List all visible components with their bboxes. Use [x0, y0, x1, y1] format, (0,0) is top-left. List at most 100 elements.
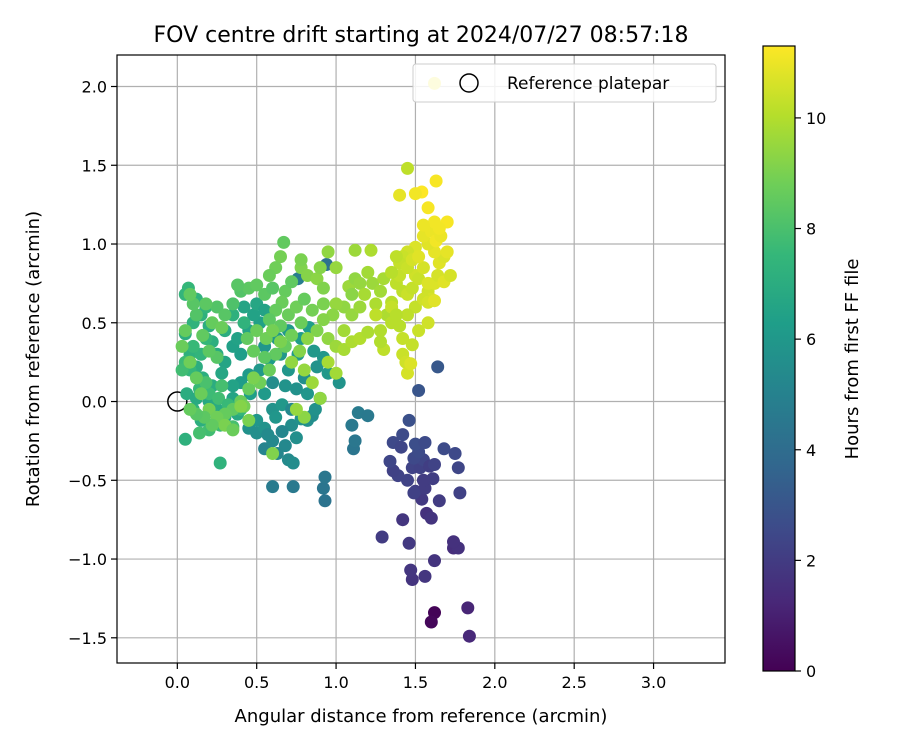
legend-entry-reference-platepar: Reference platepar	[507, 74, 669, 94]
data-point	[175, 363, 189, 377]
data-point	[215, 321, 229, 334]
data-point	[316, 481, 330, 495]
data-point	[234, 399, 248, 413]
data-point	[305, 376, 319, 390]
data-point	[289, 382, 303, 396]
data-point	[421, 201, 435, 215]
data-point	[289, 402, 303, 416]
data-point	[240, 332, 254, 345]
data-point	[261, 428, 275, 442]
data-point	[250, 278, 264, 292]
data-point	[447, 535, 460, 549]
data-point	[443, 269, 457, 282]
data-point	[189, 308, 203, 322]
data-point	[412, 324, 426, 338]
data-point	[429, 174, 443, 188]
data-point	[180, 387, 194, 401]
data-point	[269, 303, 283, 317]
legend: Reference platepar	[412, 63, 717, 103]
data-point	[348, 243, 362, 257]
data-point	[274, 250, 287, 264]
data-point	[215, 379, 229, 393]
data-point	[226, 423, 240, 437]
x-tick-label: 3.0	[641, 673, 666, 692]
data-point	[353, 300, 367, 314]
data-point	[307, 344, 321, 358]
data-point	[396, 332, 410, 345]
y-axis-label: Rotation from reference (arcmin)	[23, 211, 44, 507]
data-point	[266, 324, 280, 338]
data-point	[266, 480, 280, 494]
data-point	[408, 187, 422, 201]
data-point	[205, 418, 219, 432]
colorbar-tick-label: 4	[806, 441, 816, 460]
y-tick-label: 1.0	[82, 235, 107, 254]
data-point	[369, 297, 383, 311]
data-point	[269, 410, 283, 424]
x-tick-label: 1.0	[323, 673, 348, 692]
data-point	[453, 486, 467, 500]
data-point	[318, 470, 332, 484]
data-point	[451, 461, 465, 475]
data-point	[424, 615, 438, 629]
data-point	[183, 287, 197, 301]
data-point	[401, 161, 414, 175]
data-point	[424, 511, 438, 525]
data-point	[237, 300, 251, 314]
data-point	[215, 366, 229, 380]
data-point	[205, 316, 219, 330]
y-tick-label: 0.5	[82, 314, 107, 333]
data-point	[361, 325, 375, 339]
data-point	[402, 413, 416, 427]
x-tick-label: 2.5	[561, 673, 586, 692]
data-point	[316, 281, 330, 295]
data-point	[212, 391, 226, 405]
data-point	[407, 486, 421, 500]
data-point	[313, 261, 327, 275]
data-point	[375, 530, 389, 544]
data-point	[345, 418, 359, 432]
data-point	[318, 494, 332, 508]
y-tick-label: −1.5	[68, 629, 107, 648]
data-point	[297, 363, 311, 377]
data-point	[266, 281, 280, 295]
data-point	[361, 265, 375, 279]
data-point	[316, 313, 330, 327]
data-point	[242, 382, 256, 396]
data-point	[286, 480, 300, 494]
data-point	[262, 313, 276, 327]
data-point	[428, 294, 441, 308]
colorbar-label: Hours from first FF file	[842, 259, 863, 460]
data-point	[462, 629, 476, 643]
data-point	[405, 281, 419, 295]
legend-box	[412, 63, 717, 103]
data-point	[405, 338, 419, 352]
data-points	[175, 76, 476, 643]
plot-frame	[116, 54, 726, 664]
data-point	[285, 275, 299, 289]
data-point	[401, 308, 414, 322]
data-point	[348, 434, 362, 448]
data-point	[231, 278, 245, 292]
y-tick-label: −1.0	[68, 550, 107, 569]
data-point	[337, 324, 351, 338]
data-point	[432, 494, 446, 508]
data-point	[278, 439, 292, 453]
data-point	[389, 308, 403, 322]
x-tick-label: 0.0	[165, 673, 190, 692]
data-point	[412, 384, 426, 397]
data-point	[183, 402, 197, 416]
colorbar-gradient	[762, 45, 796, 672]
colorbar: 0 2 4 6 8 10 Hours from first FF file	[762, 45, 863, 681]
data-point	[294, 316, 308, 330]
data-point	[345, 287, 359, 301]
colorbar-tick-label: 8	[806, 220, 816, 239]
x-axis-ticks: 0.0 0.5 1.0 1.5 2.0 2.5 3.0	[165, 663, 666, 692]
data-point	[366, 276, 380, 290]
data-point	[416, 218, 430, 232]
data-point	[186, 339, 200, 353]
data-point	[402, 536, 416, 550]
data-point	[199, 297, 213, 311]
data-point	[266, 376, 280, 390]
data-point	[364, 243, 378, 257]
